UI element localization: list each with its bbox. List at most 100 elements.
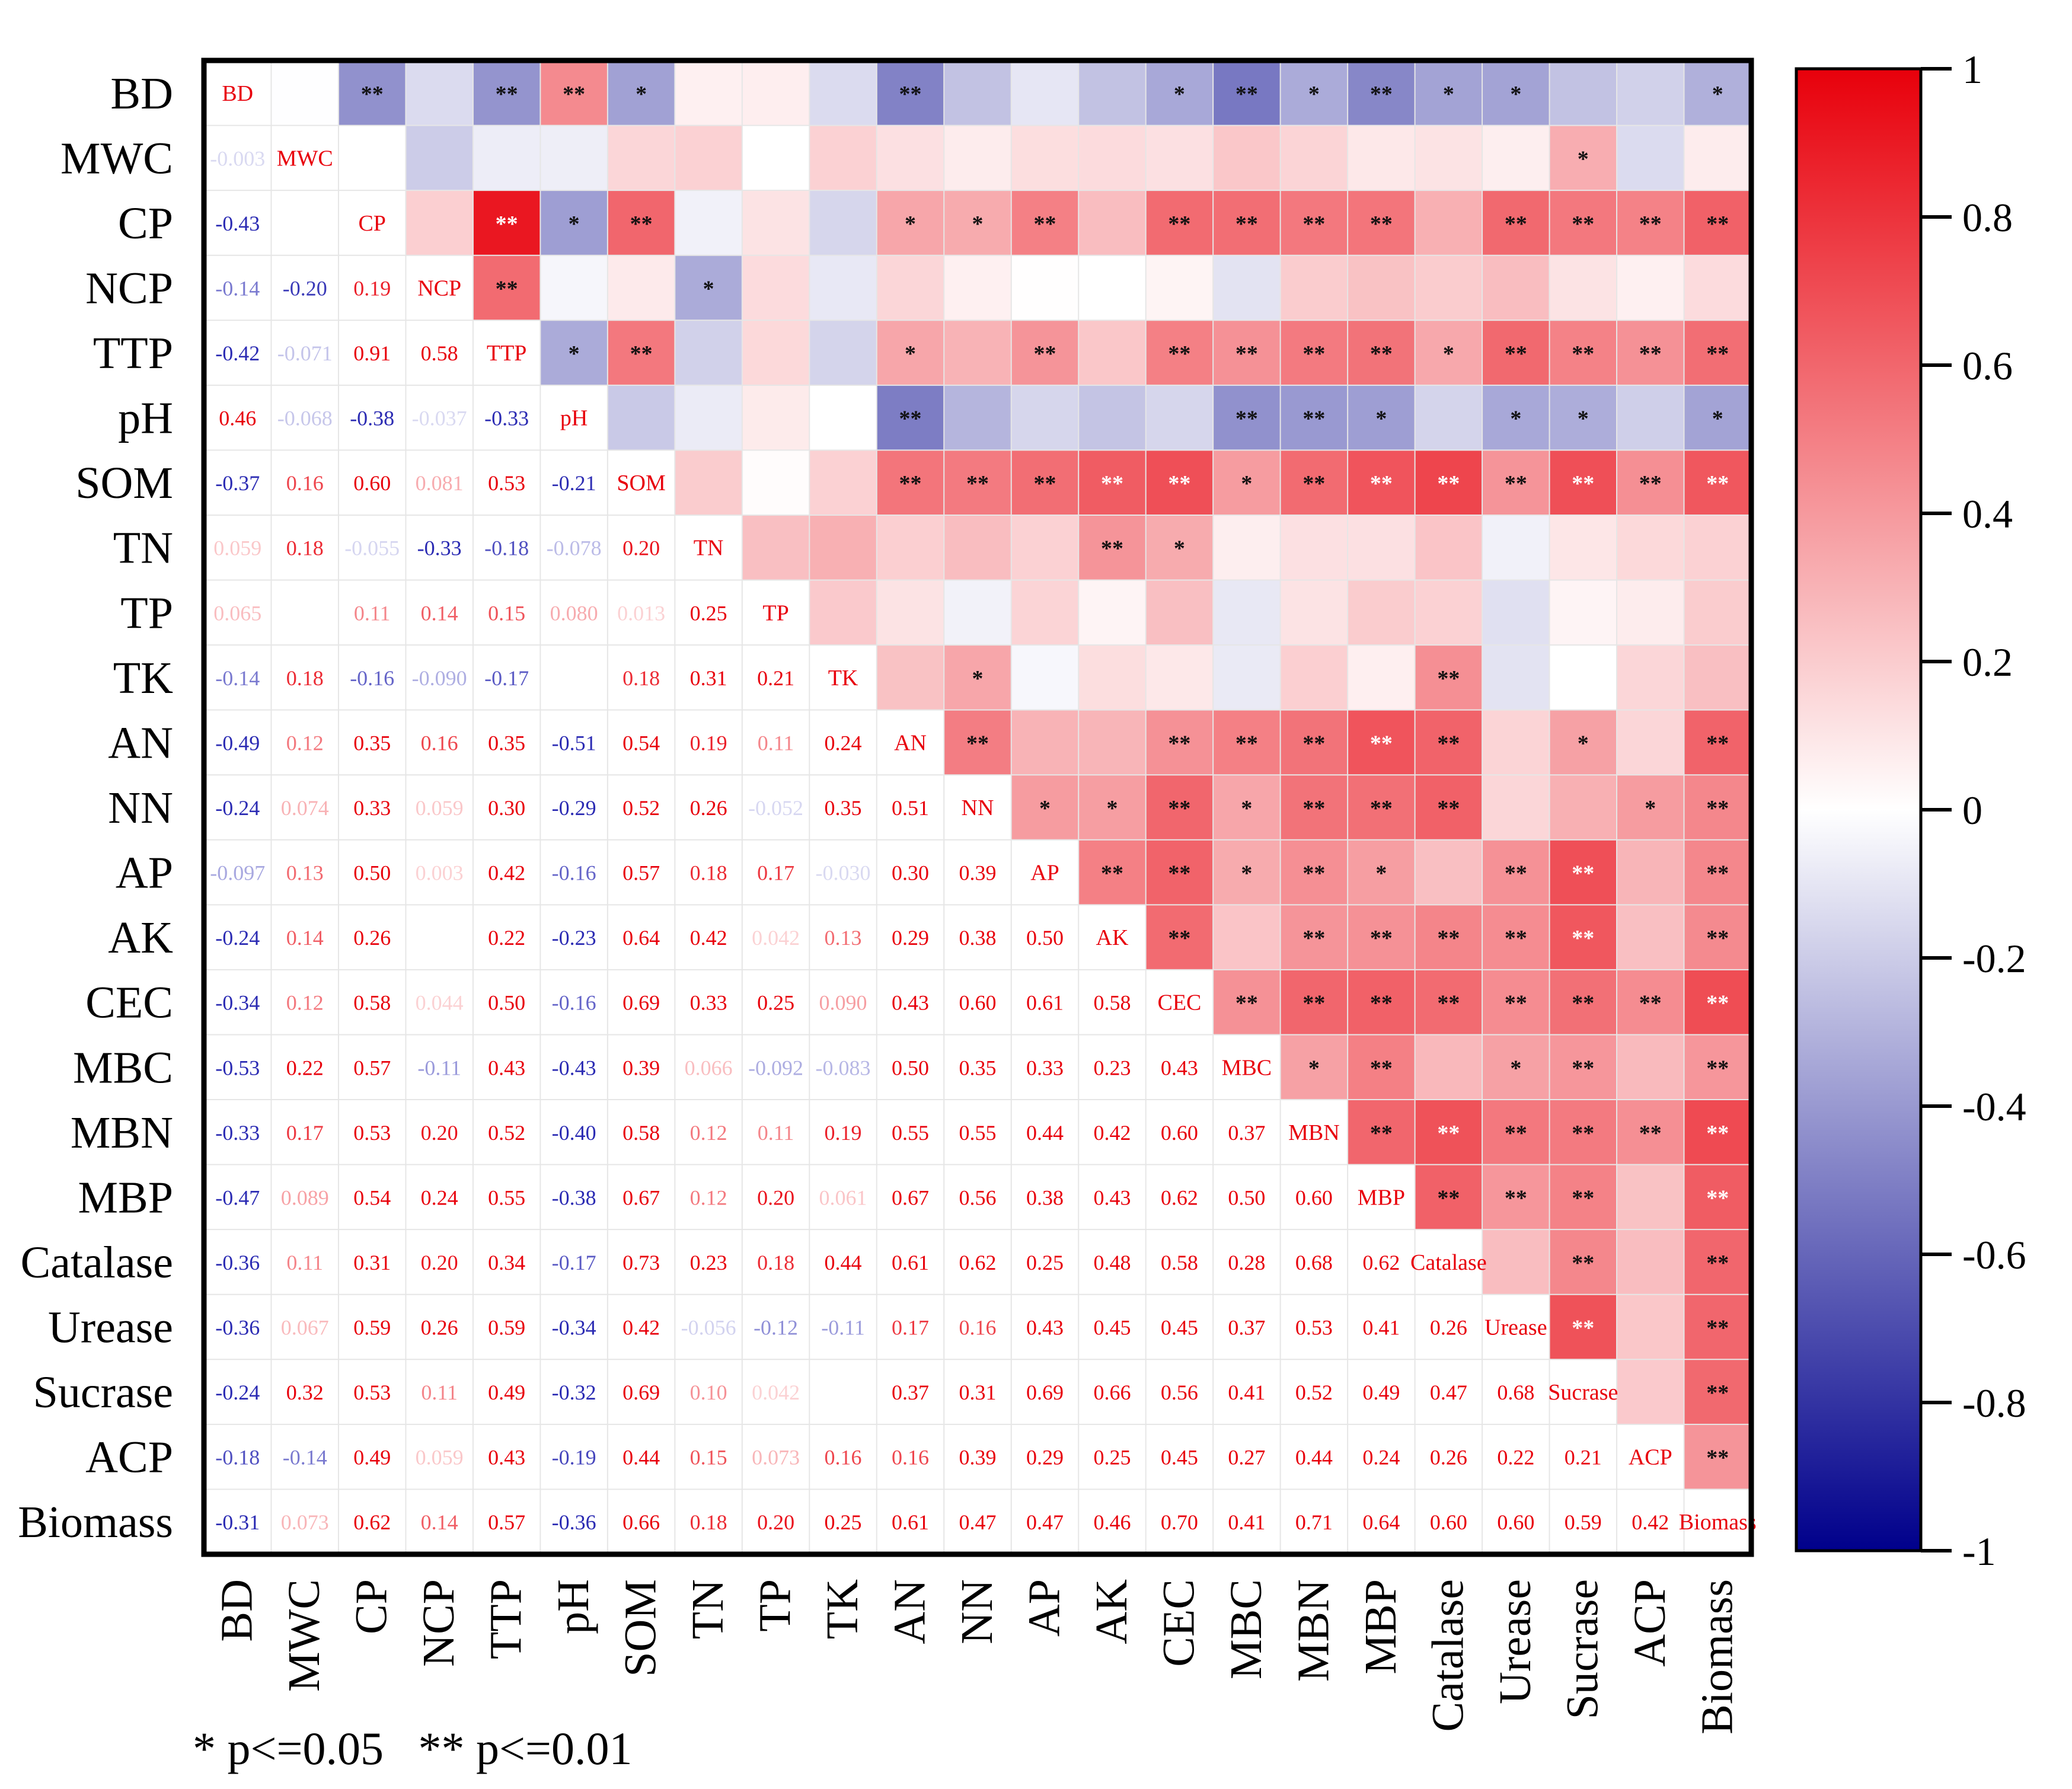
heatmap-cell-mbc-catalase <box>1415 1034 1483 1100</box>
significance-mark-mbc-biomass: ** <box>1706 1056 1729 1081</box>
significance-mark-som-sucrase: ** <box>1572 471 1594 496</box>
cell-value-mbp-cec: 0.62 <box>1161 1186 1198 1209</box>
heatmap-cell-mbn-urease <box>1482 1100 1550 1165</box>
heatmap-cell-acp-ncp <box>406 1424 474 1490</box>
significance-mark-bd-biomass: * <box>1712 82 1723 107</box>
heatmap-cell-mwc-mwc <box>271 125 339 191</box>
heatmap-cell-urease-ap <box>1011 1294 1079 1360</box>
heatmap-cell-ap-tp <box>742 839 810 905</box>
cell-value-som-ph: -0.21 <box>552 471 596 495</box>
significance-mark-ttp-ap: ** <box>1033 341 1056 366</box>
heatmap-cell-urease-biomass <box>1684 1294 1752 1360</box>
heatmap-cell-biomass-an <box>876 1489 944 1555</box>
diagonal-label-cp: CP <box>358 211 385 236</box>
heatmap-cell-ph-ttp <box>472 385 541 451</box>
cell-value-catalase-mbp: 0.62 <box>1362 1251 1400 1274</box>
cell-value-sucrase-an: 0.37 <box>892 1381 929 1404</box>
heatmap-cell-tp-acp <box>1617 580 1685 646</box>
significance-mark-bd-urease: * <box>1510 82 1521 107</box>
heatmap-cell-urease-cec <box>1145 1294 1214 1360</box>
cell-value-catalase-ph: -0.17 <box>552 1251 596 1274</box>
heatmap-cell-nn-mbn <box>1280 775 1348 841</box>
cell-value-an-ncp: 0.16 <box>421 731 458 755</box>
heatmap-cell-ak-ncp <box>406 905 474 970</box>
cell-value-sucrase-ph: -0.32 <box>552 1381 596 1404</box>
heatmap-cell-bd-an <box>876 60 944 126</box>
heatmap-cell-ttp-ncp <box>406 320 474 386</box>
heatmap-cell-ak-tp <box>742 905 810 970</box>
heatmap-cell-ph-mbc <box>1213 385 1281 451</box>
significance-mark-ttp-urease: ** <box>1505 341 1527 366</box>
cell-value-mbn-ak: 0.42 <box>1093 1121 1131 1145</box>
cell-value-sucrase-mbc: 0.41 <box>1228 1381 1265 1404</box>
heatmap-cell-ncp-catalase <box>1415 255 1483 321</box>
significance-mark-bd-ttp: ** <box>496 82 518 107</box>
cell-value-tp-som: 0.013 <box>617 601 665 625</box>
heatmap-cell-ak-sucrase <box>1549 905 1617 970</box>
cell-value-ph-cp: -0.38 <box>350 407 394 430</box>
heatmap-cell-som-urease <box>1482 450 1550 516</box>
cell-value-urease-som: 0.42 <box>622 1316 660 1340</box>
cell-value-catalase-cp: 0.31 <box>353 1251 391 1274</box>
heatmap-cell-catalase-urease <box>1482 1229 1550 1295</box>
cell-value-tp-bd: 0.065 <box>213 601 261 625</box>
significance-mark-cec-urease: ** <box>1505 991 1527 1016</box>
significance-mark-som-urease: ** <box>1505 471 1527 496</box>
cell-value-cec-ph: -0.16 <box>552 991 596 1015</box>
cell-value-mbn-mbc: 0.37 <box>1228 1121 1265 1145</box>
row-label-tk: TK <box>113 653 173 703</box>
heatmap-cell-ak-nn <box>944 905 1012 970</box>
cell-value-biomass-acp: 0.42 <box>1632 1510 1669 1534</box>
cell-value-urease-ap: 0.43 <box>1026 1316 1064 1340</box>
significance-mark-mbn-mbp: ** <box>1370 1121 1393 1146</box>
heatmap-cell-ncp-acp <box>1617 255 1685 321</box>
heatmap-cell-an-ph <box>540 710 608 775</box>
heatmap-cell-ncp-ap <box>1011 255 1079 321</box>
heatmap-cell-sucrase-urease <box>1482 1359 1550 1425</box>
heatmap-cell-tp-mbp <box>1348 580 1416 646</box>
heatmap-cell-tn-tk <box>809 515 877 581</box>
cell-value-an-ph: -0.51 <box>552 731 596 755</box>
diagonal-label-ak: AK <box>1096 925 1129 950</box>
column-label-cp: CP <box>347 1579 397 1634</box>
heatmap-cell-ttp-ak <box>1078 320 1147 386</box>
cell-value-urease-mbc: 0.37 <box>1228 1316 1265 1340</box>
heatmap-cell-cp-biomass <box>1684 190 1752 256</box>
heatmap-cell-acp-cp <box>338 1424 407 1490</box>
significance-mark-som-ap: ** <box>1033 471 1056 496</box>
heatmap-cell-ttp-cec <box>1145 320 1214 386</box>
heatmap-cell-som-sucrase <box>1549 450 1617 516</box>
heatmap-cell-tp-ttp <box>472 580 541 646</box>
heatmap-cell-mbc-tp <box>742 1034 810 1100</box>
significance-mark-ap-ak: ** <box>1101 861 1123 886</box>
heatmap-cell-ak-ak <box>1078 905 1147 970</box>
cell-value-mbp-ph: -0.38 <box>552 1186 596 1209</box>
heatmap-cell-an-ak <box>1078 710 1147 775</box>
row-label-tp: TP <box>120 588 173 638</box>
heatmap-cell-catalase-biomass <box>1684 1229 1752 1295</box>
significance-mark-ap-mbn: ** <box>1302 861 1325 886</box>
cell-value-biomass-an: 0.61 <box>892 1510 929 1534</box>
cell-value-urease-ak: 0.45 <box>1093 1316 1131 1340</box>
heatmap-cell-mwc-sucrase <box>1549 125 1617 191</box>
significance-mark-cec-mbc: ** <box>1235 991 1258 1016</box>
cell-value-urease-ph: -0.34 <box>552 1316 596 1340</box>
significance-mark-cp-biomass: ** <box>1706 212 1729 237</box>
heatmap-cell-ttp-cp <box>338 320 407 386</box>
cell-value-tn-bd: 0.059 <box>213 536 261 560</box>
heatmap-cell-som-ap <box>1011 450 1079 516</box>
heatmap-cell-ak-catalase <box>1415 905 1483 970</box>
diagonal-label-som: SOM <box>617 471 665 496</box>
significance-mark-tn-cec: * <box>1174 536 1185 561</box>
cell-value-biomass-mbp: 0.64 <box>1362 1510 1400 1534</box>
heatmap-cell-mbn-biomass <box>1684 1100 1752 1165</box>
diagonal-label-urease: Urease <box>1484 1315 1547 1340</box>
cell-value-catalase-mwc: 0.11 <box>286 1251 323 1274</box>
heatmap-cell-bd-tn <box>675 60 743 126</box>
cell-value-mbc-nn: 0.35 <box>959 1056 997 1079</box>
cell-value-mbc-an: 0.50 <box>892 1056 929 1079</box>
row-label-ph: pH <box>118 394 173 443</box>
cell-value-catalase-nn: 0.62 <box>959 1251 997 1274</box>
heatmap-cell-an-ncp <box>406 710 474 775</box>
heatmap-cell-bd-ttp <box>472 60 541 126</box>
